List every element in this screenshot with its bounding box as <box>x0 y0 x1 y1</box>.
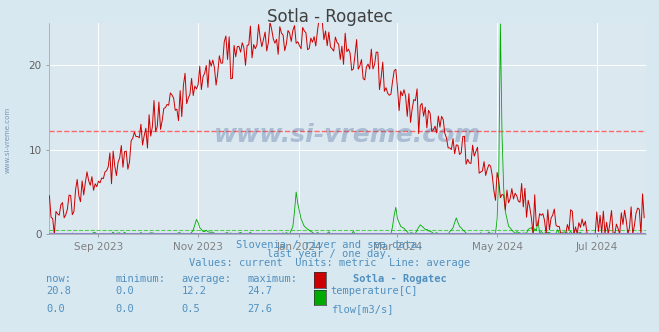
Text: 0.0: 0.0 <box>46 304 65 314</box>
Text: flow[m3/s]: flow[m3/s] <box>331 304 393 314</box>
Text: now:: now: <box>46 274 71 284</box>
Text: maximum:: maximum: <box>247 274 297 284</box>
Text: minimum:: minimum: <box>115 274 165 284</box>
Text: 27.6: 27.6 <box>247 304 272 314</box>
Text: Sotla - Rogatec: Sotla - Rogatec <box>267 8 392 26</box>
Text: last year / one day.: last year / one day. <box>267 249 392 259</box>
Text: 0.0: 0.0 <box>115 286 134 296</box>
Text: Values: current  Units: metric  Line: average: Values: current Units: metric Line: aver… <box>189 258 470 268</box>
Text: www.si-vreme.com: www.si-vreme.com <box>214 123 481 147</box>
Text: 0.0: 0.0 <box>115 304 134 314</box>
Text: average:: average: <box>181 274 231 284</box>
Text: 0.5: 0.5 <box>181 304 200 314</box>
Text: www.si-vreme.com: www.si-vreme.com <box>5 106 11 173</box>
Text: Sotla - Rogatec: Sotla - Rogatec <box>353 274 446 284</box>
Text: 24.7: 24.7 <box>247 286 272 296</box>
Text: 12.2: 12.2 <box>181 286 206 296</box>
Text: temperature[C]: temperature[C] <box>331 286 418 296</box>
Text: 20.8: 20.8 <box>46 286 71 296</box>
Text: Slovenia / river and sea data.: Slovenia / river and sea data. <box>236 240 423 250</box>
